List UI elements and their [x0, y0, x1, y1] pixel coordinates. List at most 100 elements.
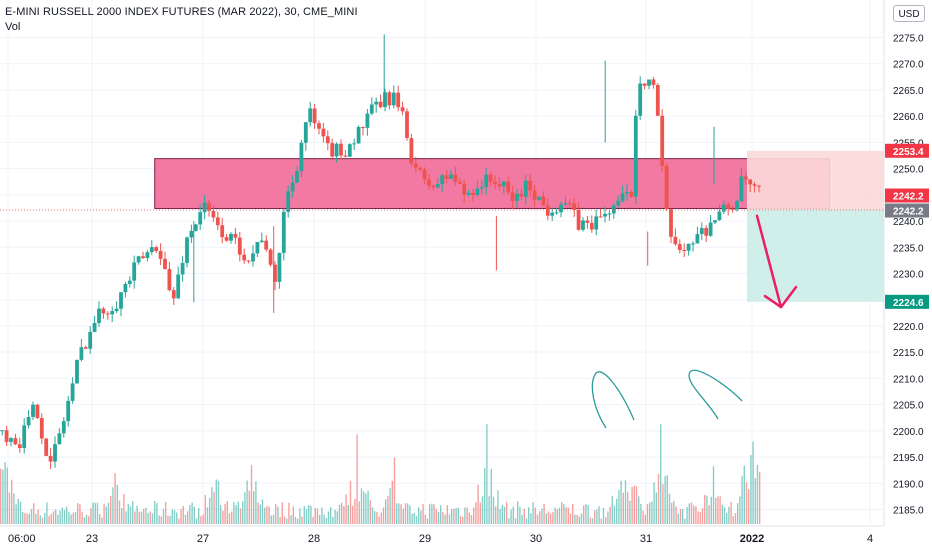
volume-bar	[534, 507, 536, 524]
price-tick-label: 2210.0	[893, 374, 924, 385]
candle-body	[743, 176, 748, 180]
target-price-tag-bg[interactable]	[885, 294, 929, 309]
candle-body	[4, 430, 9, 442]
candle-body	[554, 212, 559, 214]
volume-bar	[536, 514, 539, 524]
volume-bar	[158, 515, 160, 524]
volume-bar	[501, 504, 503, 524]
projection-arrow[interactable]	[755, 214, 783, 309]
resistance-zone[interactable]	[154, 158, 831, 209]
annotation-arc[interactable]	[688, 369, 743, 420]
candle-body	[295, 171, 299, 183]
volume-bar	[486, 424, 488, 524]
candle-body	[440, 175, 445, 185]
volume-bar	[437, 511, 440, 524]
volume-bar	[649, 502, 651, 524]
last-price-tag[interactable]: 2242.2	[893, 207, 924, 218]
time-tick-label: 28	[308, 533, 320, 545]
volume-bar	[257, 502, 259, 524]
candle-body	[26, 416, 31, 426]
volume-bar	[358, 501, 360, 524]
volume-bar	[46, 502, 48, 524]
candle-body	[180, 262, 185, 275]
volume-bar	[413, 513, 415, 524]
volume-bar	[283, 516, 286, 524]
volume-bar	[103, 503, 105, 524]
entry-price-tag[interactable]: 2242.2	[893, 192, 924, 203]
candle-body	[198, 212, 203, 225]
candle-body	[739, 176, 744, 202]
time-axis[interactable]: 06:00 23 27 28 29 30 31 2022 4	[0, 525, 932, 550]
volume-bar	[726, 512, 728, 524]
volume-bar	[495, 506, 497, 524]
entry-price-tag-bg[interactable]	[885, 188, 929, 203]
short-position-tool[interactable]	[747, 150, 884, 302]
candle-body	[303, 122, 308, 143]
last-price-tag-bg[interactable]	[885, 203, 929, 218]
candle-body	[567, 203, 572, 205]
volume-bar	[638, 496, 640, 524]
volume-bar	[332, 517, 334, 524]
candle-body	[308, 108, 313, 123]
volume-bar	[52, 511, 55, 524]
volume-bar	[446, 505, 448, 524]
drawings[interactable]	[0, 209, 884, 429]
candle-body	[365, 113, 370, 128]
candle-body	[655, 84, 660, 116]
currency-selector[interactable]: USD	[893, 5, 925, 22]
volume-bar	[565, 507, 567, 524]
take-profit-zone[interactable]	[747, 209, 884, 302]
annotation-arc[interactable]	[591, 371, 635, 429]
volume-bar	[578, 516, 580, 524]
candle-body	[339, 143, 343, 156]
volume-bar	[224, 503, 226, 524]
volume-bar	[710, 496, 712, 524]
price-tick-label: 2230.0	[893, 270, 924, 281]
volume-bar	[15, 504, 17, 524]
candle-body	[145, 252, 150, 259]
volume-bar	[510, 509, 512, 524]
volume-bar	[116, 485, 118, 524]
candle-body	[154, 247, 159, 251]
volume-bar	[424, 514, 426, 524]
volume-bar	[666, 475, 668, 524]
stop-price-tag-bg[interactable]	[885, 143, 929, 158]
volume-bar	[369, 500, 371, 524]
resistance-zone-rect[interactable]	[154, 158, 831, 209]
volume-bar	[752, 441, 754, 524]
volume-bar	[468, 512, 470, 524]
candle-body	[466, 192, 471, 195]
volume-bar	[55, 509, 57, 524]
volume-bar	[605, 517, 607, 524]
candle-body	[101, 308, 106, 314]
stop-loss-zone[interactable]	[747, 150, 884, 210]
volume-bar	[371, 507, 374, 524]
candle-body	[581, 220, 585, 230]
price-axis[interactable]: 2185.0 2190.0 2195.0 2200.0 2205.0 2210.0 2215…	[883, 0, 932, 550]
volume-bar	[105, 506, 107, 524]
volume-bar	[554, 507, 556, 524]
volume-bar	[290, 515, 292, 524]
candle-body	[211, 210, 216, 218]
target-price-tag[interactable]: 2224.6	[893, 298, 924, 309]
candle-body	[629, 191, 634, 197]
candle-body	[479, 187, 484, 189]
volume-bar	[602, 507, 605, 524]
volume-bar	[523, 508, 525, 524]
candle-body	[44, 438, 49, 456]
candle-body	[559, 204, 563, 213]
volume-bar	[646, 503, 649, 524]
volume-bar	[77, 503, 79, 524]
volume-bar	[255, 481, 257, 524]
volume-bar	[140, 511, 143, 524]
stop-price-tag[interactable]: 2253.4	[893, 147, 924, 158]
volume-bar	[365, 493, 367, 524]
candle-body	[475, 188, 480, 196]
candle-body	[528, 180, 533, 191]
projection-arrowhead[interactable]	[763, 285, 798, 309]
volume-bar	[737, 503, 739, 524]
volume-bar	[750, 455, 752, 524]
volume-bar	[541, 508, 543, 524]
